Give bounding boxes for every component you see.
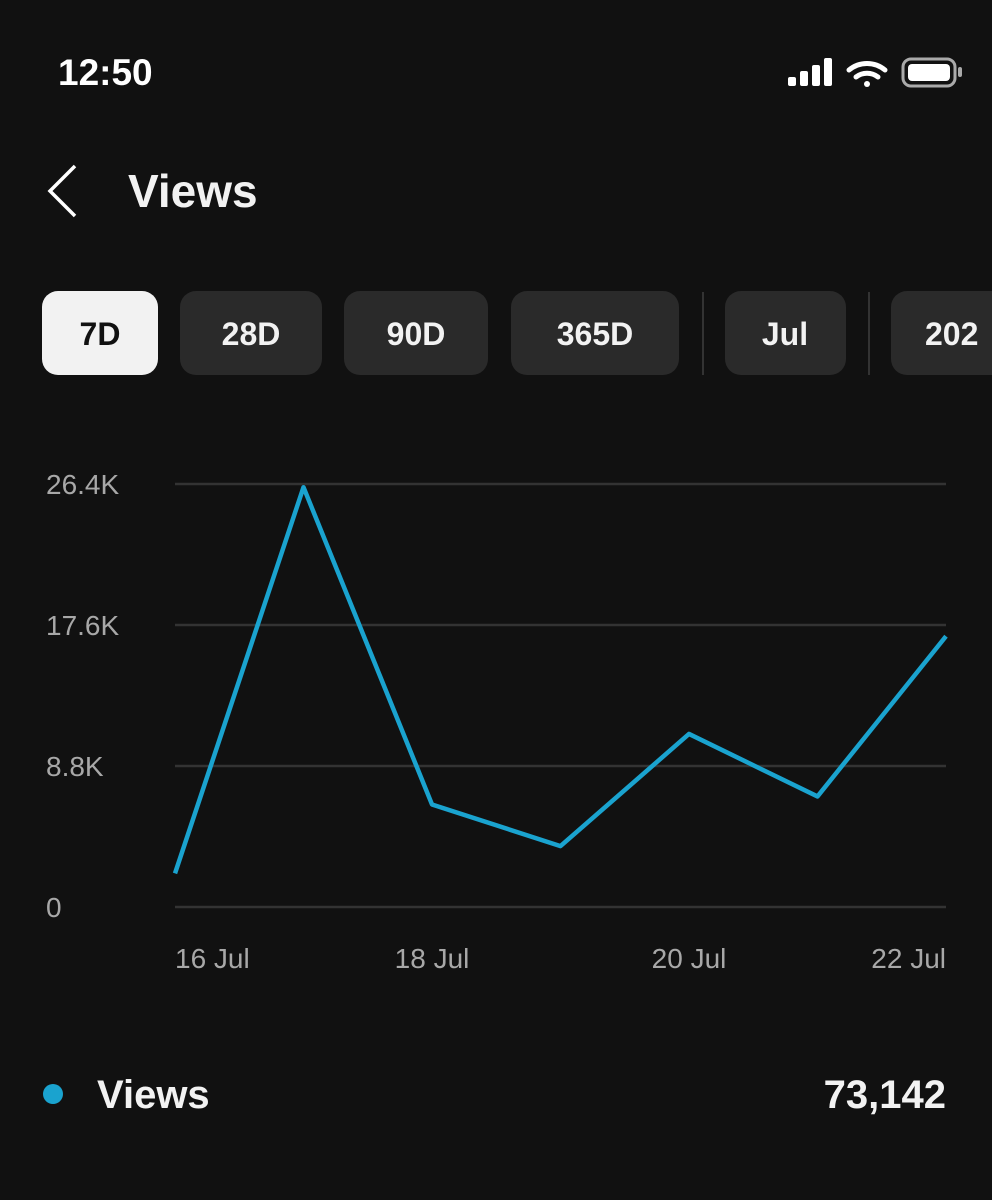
x-tick-label: 20 Jul (652, 943, 727, 974)
line (172, 484, 948, 875)
page-title: Views (128, 165, 258, 217)
battery-icon (901, 57, 962, 88)
total-value: 73,142 (824, 1073, 946, 1117)
legend-swatch (43, 1084, 63, 1104)
tab-label[interactable]: 90D (387, 316, 446, 352)
x-tick-label: 22 Jul (871, 943, 946, 974)
tab[interactable]: 7D (42, 291, 158, 375)
tab-label[interactable]: 202 (925, 316, 978, 352)
tab-label[interactable]: 28D (222, 316, 281, 352)
signal-icon (788, 58, 832, 86)
x-tick-label: 16 Jul (175, 943, 250, 974)
tab[interactable]: 28D (180, 291, 322, 375)
tab-label[interactable]: 365D (557, 316, 634, 352)
wifi-icon (846, 61, 888, 87)
tab[interactable]: 90D (344, 291, 488, 375)
x-tick-label: 18 Jul (395, 943, 470, 974)
y-tick-label: 26.4K (46, 469, 119, 500)
status-time: 12:50 (58, 52, 153, 93)
back-button[interactable] (47, 164, 77, 218)
y-tick-label: 0 (46, 892, 62, 923)
tab[interactable]: 365D (511, 291, 679, 375)
tab-label[interactable]: 7D (80, 316, 121, 352)
legend-label: Views (97, 1073, 210, 1117)
tab[interactable]: 202 (891, 291, 992, 375)
y-tick-label: 8.8K (46, 751, 104, 782)
y-tick-label: 17.6K (46, 610, 119, 641)
tab[interactable]: Jul (725, 291, 846, 375)
chart: 0 8.8K 17.6K 26.4K 16 Jul 18 Jul 20 Jul 22 Jul (43, 469, 948, 1104)
tab-label[interactable]: Jul (762, 316, 808, 352)
